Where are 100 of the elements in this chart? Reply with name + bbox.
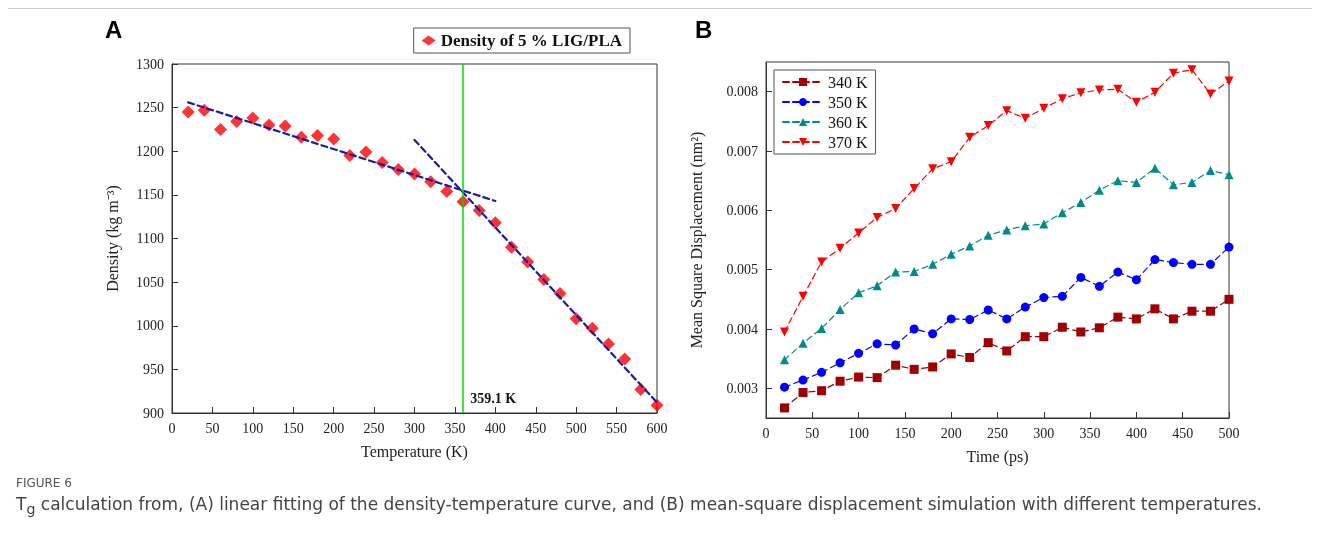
point (1150, 255, 1160, 265)
point (1187, 306, 1197, 316)
point (965, 315, 975, 324)
point (1131, 314, 1141, 324)
y-tick-label: 0.008 (726, 84, 758, 100)
x-tick-label: 150 (894, 425, 916, 441)
point (798, 338, 808, 348)
x-tick-label: 500 (1218, 425, 1240, 441)
point (946, 314, 956, 324)
x-tick-label: 200 (323, 420, 345, 436)
point (1187, 177, 1197, 187)
point (872, 339, 882, 349)
y-tick-label: 950 (143, 361, 164, 377)
point (1224, 170, 1234, 180)
x-tick-label: 400 (1125, 425, 1147, 441)
y-tick-label: 1150 (136, 187, 164, 203)
legend-label: 370 K (828, 133, 868, 151)
x-tick-label: 100 (848, 425, 870, 441)
x-tick-label: 200 (940, 425, 962, 441)
point (928, 362, 938, 372)
point (817, 257, 827, 267)
point (1076, 327, 1086, 337)
point (1020, 332, 1030, 342)
x-axis-title: Time (ps) (966, 447, 1029, 466)
point (909, 364, 919, 374)
y-tick-label: 0.005 (726, 262, 758, 278)
point (1076, 272, 1086, 282)
point (1094, 323, 1104, 333)
point (1057, 291, 1067, 301)
point (1224, 242, 1234, 252)
y-tick-label: 1050 (136, 274, 164, 290)
point (798, 387, 808, 397)
x-axis-title: Temperature (K) (361, 442, 468, 461)
point (891, 340, 901, 350)
point (1187, 65, 1197, 75)
x-tick-label: 450 (1172, 425, 1194, 441)
x-tick-label: 350 (1079, 425, 1101, 441)
point (1039, 332, 1049, 342)
point (798, 291, 808, 301)
point (1131, 275, 1141, 285)
x-tick-label: 300 (404, 420, 425, 436)
point (909, 183, 919, 193)
point (946, 349, 956, 359)
x-tick-label: 250 (987, 425, 1008, 441)
point (817, 323, 827, 333)
y-tick-label: 0.004 (726, 321, 758, 337)
point (278, 119, 292, 133)
point (983, 230, 993, 240)
point (1113, 84, 1123, 94)
point (798, 375, 808, 385)
y-tick-label: 1200 (136, 143, 164, 159)
point (1131, 97, 1141, 107)
x-tick-label: 250 (363, 420, 385, 436)
point (928, 329, 938, 339)
point (835, 358, 845, 368)
point (327, 132, 341, 146)
x-tick-label: 50 (805, 425, 820, 441)
y-tick-label: 1100 (136, 231, 164, 246)
point (1094, 281, 1104, 291)
point (780, 382, 790, 392)
point (854, 228, 864, 238)
point (983, 120, 993, 130)
point (854, 372, 864, 382)
point (835, 376, 845, 386)
point (214, 122, 227, 136)
legend-label: 350 K (828, 93, 868, 111)
y-tick-label: 0.006 (726, 202, 758, 218)
point (872, 212, 882, 222)
x-tick-label: 600 (646, 420, 668, 436)
point (359, 145, 373, 159)
point (311, 129, 324, 143)
point (946, 249, 956, 259)
y-tick-label: 1000 (136, 318, 164, 334)
point (1168, 180, 1178, 190)
point (872, 281, 882, 291)
point (1076, 198, 1086, 208)
chart-title: A (105, 15, 123, 43)
y-tick-label: 1250 (136, 100, 164, 116)
point (1002, 106, 1012, 116)
point (1113, 312, 1123, 322)
point (1076, 88, 1086, 98)
ref-line-label: 359.1 K (470, 390, 517, 406)
y-tick-label: 1300 (136, 56, 164, 72)
point (1205, 259, 1215, 269)
point (1002, 346, 1012, 356)
point (1057, 322, 1067, 332)
x-tick-label: 400 (484, 420, 506, 436)
point (650, 398, 664, 412)
point (1150, 87, 1160, 97)
point (835, 243, 845, 253)
x-tick-label: 300 (1033, 425, 1055, 441)
point (1113, 176, 1123, 186)
x-tick-label: 0 (762, 425, 770, 441)
point (854, 348, 864, 358)
point (1187, 259, 1197, 269)
point (983, 338, 993, 348)
point (440, 184, 454, 198)
point (1224, 294, 1234, 304)
point (854, 288, 864, 298)
x-tick-label: 50 (205, 420, 220, 436)
